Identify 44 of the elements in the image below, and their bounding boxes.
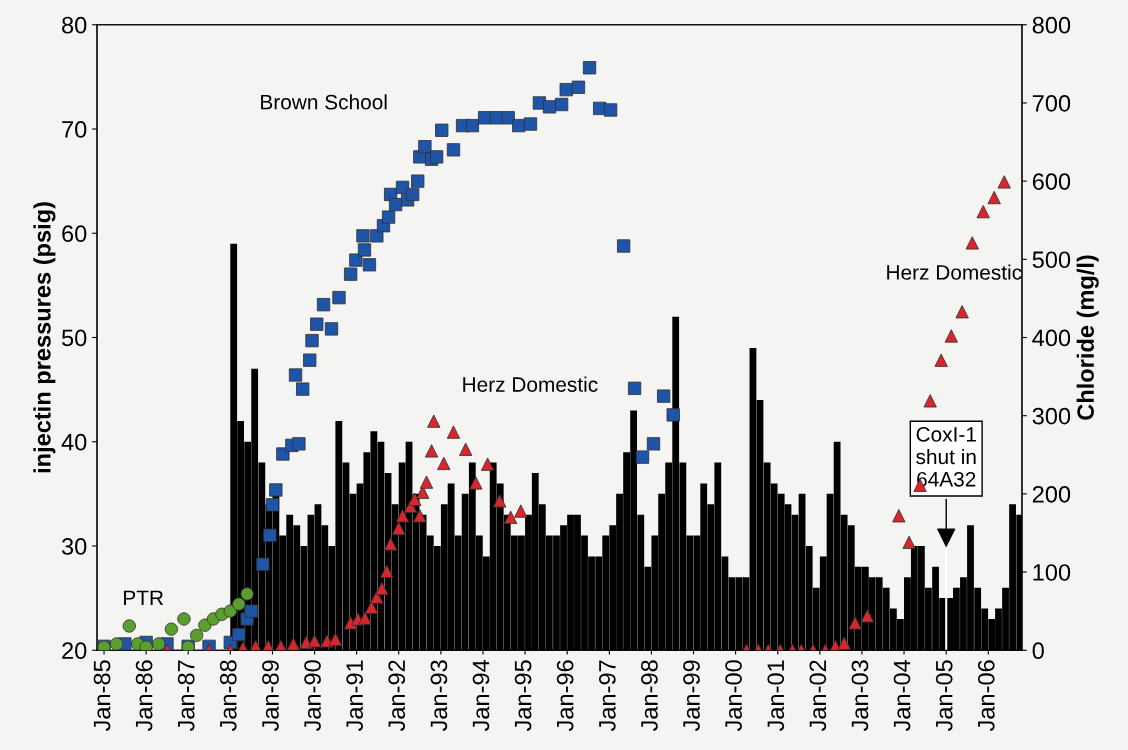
y2-tick-label: 0 (1032, 642, 1044, 660)
y2-axis-title: Chloride (mg/l) (1076, 255, 1099, 420)
x-tick-label: Jan-06 (977, 660, 995, 732)
y-tick-label: 50 (61, 329, 87, 347)
x-tick-label: Jan-01 (767, 660, 785, 732)
x-tick-label: Jan-95 (514, 660, 532, 732)
x-tick-label: Jan-96 (556, 660, 574, 732)
x-tick-label: Jan-86 (135, 660, 153, 732)
x-tick-label: Jan-04 (893, 659, 911, 732)
y-tick-label: 20 (62, 642, 87, 660)
x-tick-label: Jan-92 (388, 660, 406, 732)
x-tick-label: Jan-03 (851, 660, 869, 732)
x-tick-label: Jan-94 (472, 659, 490, 732)
y-tick-label: 60 (62, 225, 87, 243)
x-tick-label: Jan-90 (304, 660, 321, 732)
y2-tick-label: 600 (1032, 173, 1071, 190)
y2-tick-label: 400 (1032, 329, 1071, 347)
y2-tick-label: 100 (1033, 564, 1071, 581)
x-tick-label: Jan-88 (219, 660, 237, 732)
y-tick-label: 40 (61, 433, 87, 451)
x-tick-label: Jan-98 (641, 660, 658, 732)
x-tick-label: Jan-87 (177, 660, 195, 732)
y2-tick-label: 300 (1032, 407, 1071, 425)
text: Brown School (261, 94, 387, 110)
x-tick-label: Jan-85 (93, 660, 111, 732)
y2-tick-label: 800 (1032, 16, 1071, 34)
y-tick-label: 30 (61, 538, 87, 555)
y2-tick-label: 500 (1032, 251, 1071, 269)
x-tick-label: Jan-99 (683, 660, 700, 732)
x-tick-label: Jan-02 (809, 660, 827, 732)
y2-tick-label: 700 (1032, 95, 1071, 112)
series-label: PTR (124, 590, 164, 606)
text: Herz Domestic (463, 376, 598, 392)
x-tick-label: Jan-05 (935, 660, 953, 732)
y-tick-label: 80 (62, 16, 87, 34)
y-axis-title: injectin pressures (psig) (33, 202, 56, 473)
x-tick-label: Jan-89 (262, 660, 279, 732)
x-tick-label: Jan-93 (430, 660, 448, 732)
y2-tick-label: 200 (1032, 485, 1071, 503)
x-tick-label: Jan-00 (725, 660, 742, 732)
x-tick-label: Jan-97 (598, 660, 616, 732)
ref-line-label: CoxI-1 shut in 64A32 (916, 427, 976, 487)
x-tick-label: Jan-91 (346, 660, 363, 732)
y-tick-label: 70 (62, 121, 87, 138)
